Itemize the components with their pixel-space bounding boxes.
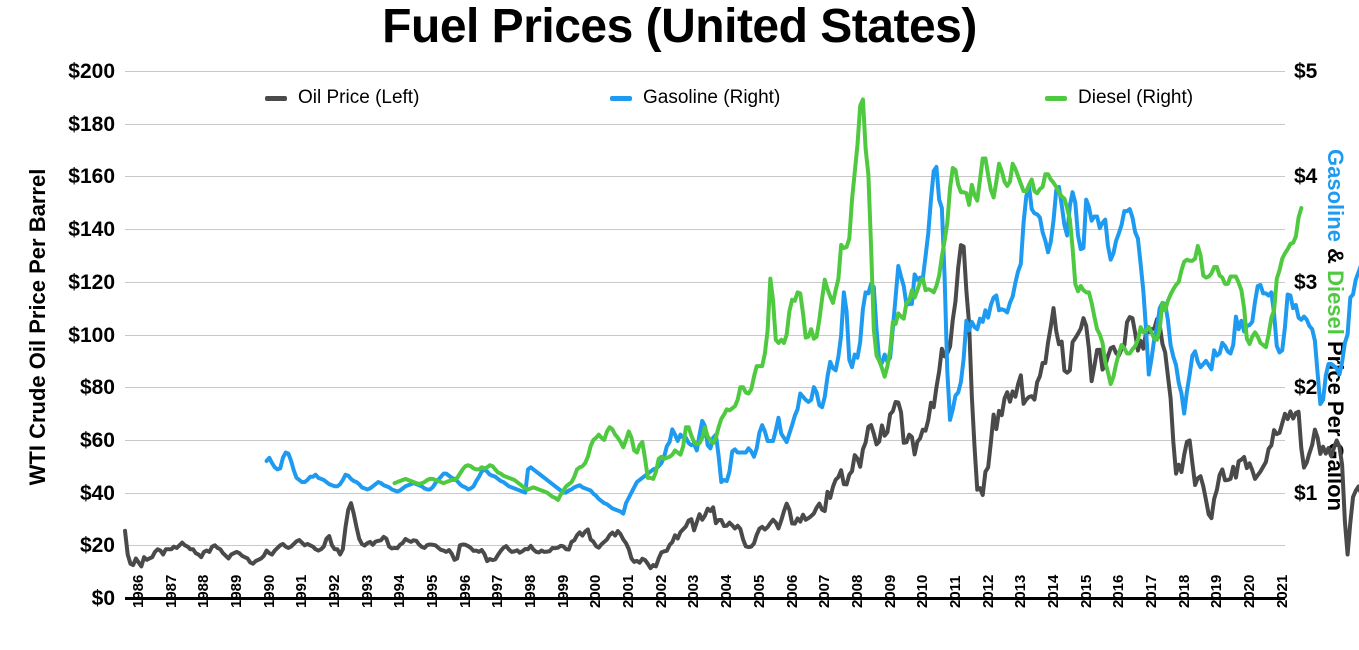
left-tick-label: $20 [79,534,115,558]
left-tick-label: $180 [68,112,115,136]
left-tick-label: $140 [68,218,115,242]
gridline [125,335,1285,336]
chart-title: Fuel Prices (United States) [382,0,977,53]
left-tick-label: $80 [79,376,115,400]
gridline [125,71,1285,72]
legend-item-oil[interactable]: Oil Price (Left) [265,88,419,108]
gridline [125,229,1285,230]
left-tick-label: $100 [68,323,115,347]
legend-swatch-icon [265,95,287,101]
gridline [125,545,1285,546]
series-line-oil [123,243,1359,571]
right-tick-label: $4 [1294,165,1318,189]
gridline [125,124,1285,125]
legend-label: Oil Price (Left) [298,87,420,108]
right-tick-label: $2 [1294,376,1318,400]
plot-area [123,71,1359,598]
left-tick-label: $0 [91,587,115,610]
left-tick-label: $160 [68,165,115,189]
gridline [125,387,1285,388]
legend-swatch-icon [1045,95,1067,101]
legend-swatch-icon [610,95,632,101]
left-tick-label: $40 [79,481,115,505]
series-line-gasoline [264,164,1359,516]
legend-label: Diesel (Right) [1078,87,1194,108]
right-axis-title-segment-1: & [1323,241,1348,271]
right-tick-label: $1 [1294,481,1318,505]
series-layer [123,97,1359,571]
right-tick-label: $5 [1294,60,1318,83]
right-tick-label: $3 [1294,270,1318,294]
chart-legend: Oil Price (Left) Gasoline (Right) Diesel (… [125,88,1285,114]
series-line-diesel [392,97,1304,502]
gridline [125,493,1285,494]
left-tick-label: $120 [68,270,115,294]
right-axis-title-segment-0: Gasoline [1323,149,1348,242]
left-tick-label: $60 [79,428,115,452]
x-axis-line [125,597,1285,600]
legend-label: Gasoline (Right) [643,87,781,108]
left-tick-label: $200 [68,60,115,83]
gridline [125,282,1285,283]
legend-item-diesel[interactable]: Diesel (Right) [1045,88,1193,108]
gridline [125,176,1285,177]
legend-item-gasoline[interactable]: Gasoline (Right) [610,88,780,108]
